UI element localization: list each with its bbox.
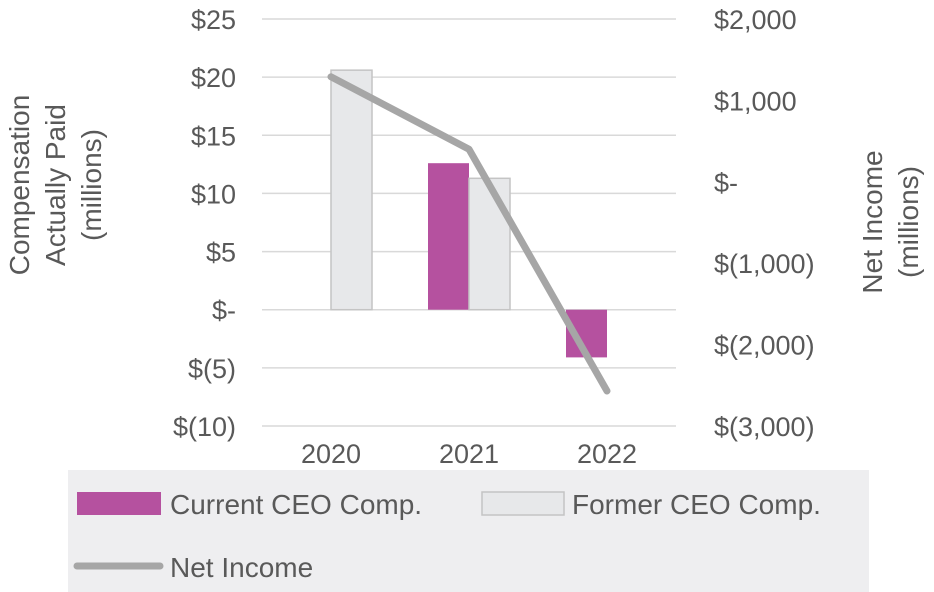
left-tick-label: $10 [191, 179, 236, 209]
bar-series [330, 69, 607, 358]
right-tick-label: $2,000 [714, 5, 797, 35]
legend-background [68, 470, 869, 592]
right-tick-label: $(1,000) [714, 249, 815, 279]
right-axis-title-line2: (millions) [893, 166, 924, 278]
right-tick-label: $(2,000) [714, 331, 815, 361]
left-tick-label: $25 [191, 5, 236, 35]
right-axis-title: Net Income [857, 150, 888, 293]
left-axis-title-line3: (millions) [76, 129, 107, 241]
legend-swatch-former-ceo [481, 491, 565, 516]
legend: Current CEO Comp. Former CEO Comp. Net I… [68, 470, 869, 592]
bar-former-ceo-2020 [330, 69, 373, 311]
left-axis-title: Compensation [4, 95, 35, 276]
left-tick-label: $20 [191, 63, 236, 93]
legend-label-former-ceo: Former CEO Comp. [572, 489, 821, 520]
left-axis-ticks: $25 $20 $15 $10 $5 $- $(5) $(10) [173, 5, 236, 442]
x-axis-ticks: 2020 2021 2022 [301, 439, 637, 469]
right-tick-label: $1,000 [714, 86, 797, 116]
line-series [327, 73, 611, 395]
left-axis-title-line2: Actually Paid [40, 104, 71, 266]
left-tick-label: $15 [191, 121, 236, 151]
bar-current-ceo-2021 [428, 163, 469, 310]
right-tick-label: $- [714, 168, 738, 198]
legend-label-current-ceo: Current CEO Comp. [170, 489, 422, 520]
bar-former-ceo-2021 [468, 177, 511, 311]
legend-swatch-current-ceo [77, 492, 161, 515]
right-tick-label: $(3,000) [714, 412, 815, 442]
left-tick-label: $5 [206, 238, 236, 268]
x-tick-label: 2021 [439, 439, 499, 469]
left-tick-label: $- [212, 296, 236, 326]
legend-label-net-income: Net Income [170, 552, 313, 583]
left-tick-label: $(5) [188, 354, 236, 384]
x-tick-label: 2022 [577, 439, 637, 469]
left-tick-label: $(10) [173, 412, 236, 442]
right-axis-ticks: $2,000 $1,000 $- $(1,000) $(2,000) $(3,000) [714, 5, 815, 442]
x-tick-label: 2020 [301, 439, 361, 469]
